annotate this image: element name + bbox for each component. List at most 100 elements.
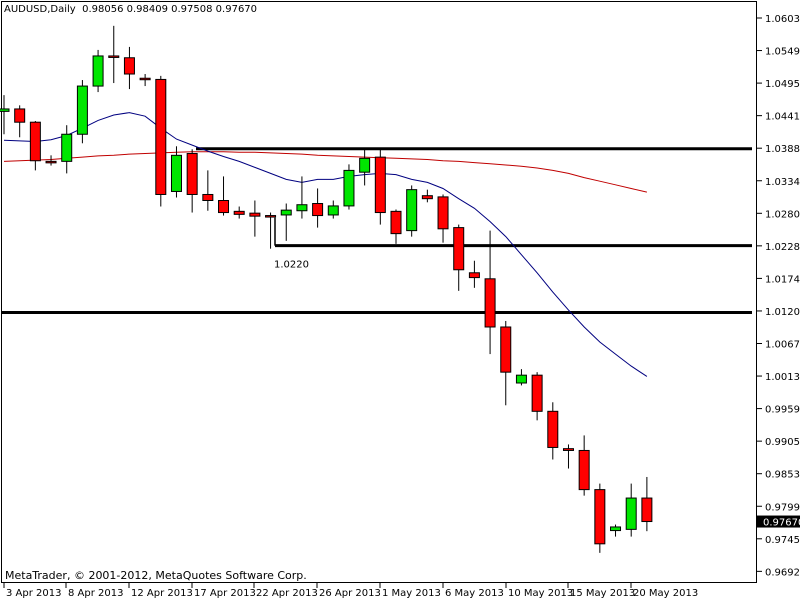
candle[interactable] xyxy=(155,75,167,207)
moving-average-fast-line xyxy=(3,112,648,377)
candle-body xyxy=(61,133,73,162)
candle[interactable] xyxy=(45,155,57,166)
candle[interactable] xyxy=(515,369,527,386)
candle[interactable] xyxy=(29,120,41,171)
chart-title: AUDUSD,Daily 0.98056 0.98409 0.97508 0.9… xyxy=(4,4,257,15)
candle-body xyxy=(186,153,198,195)
candle[interactable] xyxy=(202,170,214,211)
candle[interactable] xyxy=(531,372,543,421)
candle-body xyxy=(359,157,371,173)
y-axis-label: 1.02805 xyxy=(765,209,800,220)
x-axis-label: 20 May 2013 xyxy=(633,588,698,599)
candle-body xyxy=(296,204,308,212)
candle[interactable] xyxy=(280,203,292,241)
candle[interactable] xyxy=(108,25,120,84)
candle[interactable] xyxy=(249,200,261,237)
y-axis-label: 0.99055 xyxy=(765,437,800,448)
candle[interactable] xyxy=(343,164,355,210)
candle[interactable] xyxy=(390,209,402,244)
candle-body xyxy=(155,78,167,195)
plot-frame xyxy=(1,1,757,583)
last-price-label: 0.97670 xyxy=(763,518,800,529)
candle[interactable] xyxy=(468,260,480,288)
candle[interactable] xyxy=(610,524,622,537)
candle-body xyxy=(280,209,292,216)
candle[interactable] xyxy=(641,476,653,532)
y-axis-label: 1.06030 xyxy=(765,14,800,25)
candle-body xyxy=(625,497,637,530)
candle[interactable] xyxy=(170,146,182,198)
candle[interactable] xyxy=(92,49,104,93)
candle-body xyxy=(0,108,10,112)
y-axis-label: 1.05490 xyxy=(765,47,800,58)
candle[interactable] xyxy=(123,46,135,90)
candle[interactable] xyxy=(374,148,386,225)
x-axis-label: 8 Apr 2013 xyxy=(68,588,123,599)
symbol-label: AUDUSD,Daily xyxy=(4,4,76,15)
candle-body xyxy=(484,278,496,328)
candle[interactable] xyxy=(186,149,198,213)
candle[interactable] xyxy=(421,189,433,203)
moving-average-slow-line xyxy=(3,151,648,193)
y-axis-label: 1.04950 xyxy=(765,79,800,90)
ohlc-readout: 0.98056 0.98409 0.97508 0.97670 xyxy=(82,4,258,15)
x-axis-label: 3 Apr 2013 xyxy=(6,588,61,599)
candle[interactable] xyxy=(406,185,418,237)
candle[interactable] xyxy=(296,176,308,219)
candle[interactable] xyxy=(594,483,606,553)
candle[interactable] xyxy=(0,95,10,135)
candle-body xyxy=(202,193,214,202)
candle-body xyxy=(29,121,41,162)
candle[interactable] xyxy=(484,230,496,355)
candle[interactable] xyxy=(327,200,339,219)
candle-body xyxy=(547,410,559,448)
copyright-notice: MetaTrader, © 2001-2012, MetaQuotes Soft… xyxy=(5,569,307,582)
y-axis-label: 0.99595 xyxy=(765,405,800,416)
x-axis-label: 1 May 2013 xyxy=(382,588,441,599)
candle[interactable] xyxy=(562,444,574,469)
candle[interactable] xyxy=(76,80,88,144)
candle[interactable] xyxy=(139,74,151,87)
x-axis-label: 22 Apr 2013 xyxy=(256,588,318,599)
candle[interactable] xyxy=(359,149,371,186)
y-axis-label: 1.00675 xyxy=(765,340,800,351)
candle[interactable] xyxy=(233,206,245,219)
candle-body xyxy=(45,160,57,164)
candle-body xyxy=(14,108,26,123)
candle-body xyxy=(406,189,418,232)
candle-body xyxy=(453,227,465,271)
candle[interactable] xyxy=(312,188,324,228)
candle-body xyxy=(515,374,527,384)
y-axis-label: 1.04410 xyxy=(765,112,800,123)
x-axis-label: 6 May 2013 xyxy=(445,588,504,599)
candle[interactable] xyxy=(453,224,465,291)
candle-body xyxy=(468,272,480,279)
y-axis-label: 0.96925 xyxy=(765,567,800,578)
level-annotation-label: 1.0220 xyxy=(274,260,309,271)
candle[interactable] xyxy=(437,194,449,243)
candle[interactable] xyxy=(218,176,230,216)
candle-body xyxy=(641,497,653,523)
candle-body xyxy=(108,55,120,58)
candle-body xyxy=(374,156,386,214)
y-axis-label: 1.00135 xyxy=(765,372,800,383)
candle[interactable] xyxy=(578,435,590,496)
y-axis-label: 1.01740 xyxy=(765,274,800,285)
candle-body xyxy=(390,210,402,235)
candle-body xyxy=(92,55,104,87)
candle-body xyxy=(610,526,622,532)
candle[interactable] xyxy=(547,402,559,460)
candle[interactable] xyxy=(61,125,73,174)
candle[interactable] xyxy=(500,320,512,406)
candle-body xyxy=(343,169,355,207)
candle-body xyxy=(76,85,88,135)
candle-body xyxy=(594,489,606,545)
candle[interactable] xyxy=(14,105,26,138)
candle-body xyxy=(437,196,449,230)
candle[interactable] xyxy=(625,483,637,537)
candle[interactable] xyxy=(265,212,277,249)
